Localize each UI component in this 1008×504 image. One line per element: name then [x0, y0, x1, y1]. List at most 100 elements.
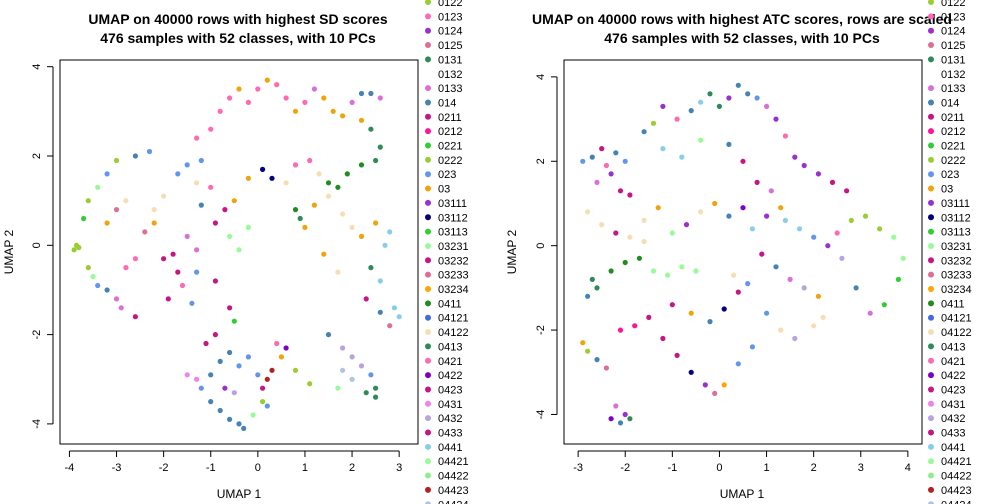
chart-sd-point: [146, 148, 153, 155]
chart-atc-x-tick-label: 3: [858, 462, 864, 474]
chart-sd-legend-label: 0131: [438, 54, 462, 66]
chart-atc-point: [622, 411, 628, 418]
chart-sd-legend-swatch: [425, 372, 431, 379]
chart-atc-y-tick-label: 4: [535, 74, 547, 80]
chart-atc-point: [801, 285, 807, 291]
chart-atc-point: [693, 268, 699, 274]
chart-sd-legend-label: 0123: [438, 11, 462, 23]
chart-sd-x-tick-label: 3: [396, 462, 402, 474]
chart-atc-point: [895, 276, 902, 282]
chart-atc-point: [594, 357, 600, 363]
chart-sd-x-axis: -4 -3 -2 -1 0 1 2 3: [65, 450, 402, 474]
chart-sd-point: [227, 416, 233, 422]
chart-sd-point: [198, 202, 204, 208]
chart-sd-point: [311, 86, 317, 92]
chart-sd-point: [307, 157, 313, 164]
chart-atc-point: [829, 179, 836, 185]
chart-sd-legend-swatch: [425, 501, 431, 504]
chart-sd-point: [104, 287, 110, 293]
chart-sd-point: [269, 175, 275, 181]
chart-sd-legend-label: 0222: [438, 155, 462, 167]
chart-sd-legend-label: 0421: [438, 356, 462, 368]
chart-sd-point: [132, 314, 138, 320]
chart-sd-legend-swatch: [425, 142, 431, 149]
chart-sd-legend-label: 0411: [438, 298, 462, 310]
chart-atc-point: [674, 116, 680, 122]
chart-sd-legend-swatch: [425, 70, 431, 77]
chart-sd-point: [274, 340, 280, 347]
chart-sd-y-label: UMAP 2: [2, 229, 16, 274]
chart-atc-legend-label: 0422: [941, 370, 965, 382]
chart-sd-legend-swatch: [425, 415, 431, 422]
chart-sd-point: [368, 90, 374, 97]
chart-sd-point: [231, 318, 237, 324]
chart-sd-point: [250, 412, 256, 418]
chart-atc-legend-swatch: [928, 156, 934, 163]
chart-atc-point: [792, 154, 798, 160]
chart-sd-point: [123, 198, 129, 204]
chart-sd-point: [222, 385, 228, 391]
chart-sd-point: [170, 251, 176, 257]
chart-atc-point: [853, 285, 859, 291]
chart-sd-point: [358, 233, 365, 239]
chart-sd-x-tick-label: 2: [349, 462, 355, 474]
chart-sd-title: UMAP on 40000 rows with highest SD score…: [88, 11, 387, 27]
chart-sd-point: [316, 171, 322, 177]
chart-sd-point: [198, 385, 204, 391]
chart-sd-legend-swatch: [425, 257, 431, 264]
chart-sd-legend-label: 03113: [438, 227, 468, 239]
chart-sd-point: [212, 278, 218, 284]
chart-sd-legend-label: 0212: [438, 126, 462, 138]
chart-sd-legend-label: 0221: [438, 141, 462, 153]
chart-atc-legend-label: 014: [941, 97, 959, 109]
chart-atc-x-tick-label: 0: [716, 462, 722, 474]
chart-sd-point: [340, 367, 346, 373]
chart-atc-legend-swatch: [928, 472, 934, 479]
chart-atc-y-tick-label: -4: [535, 410, 547, 420]
chart-sd-point: [95, 184, 101, 190]
chart-sd-point: [349, 99, 355, 105]
chart-sd-point: [292, 162, 299, 168]
chart-atc-legend-swatch: [928, 343, 934, 350]
chart-sd-point: [260, 399, 266, 405]
chart-sd-legend-label: 03233: [438, 270, 469, 282]
chart-sd-legend-label: 0413: [438, 341, 462, 353]
chart-atc-legend-swatch: [928, 486, 934, 493]
chart-sd-point: [377, 309, 383, 315]
chart-sd-point: [175, 269, 181, 275]
chart-sd-point: [227, 233, 233, 239]
chart-sd-point: [349, 224, 355, 230]
chart-atc-point: [688, 310, 694, 316]
chart-atc-legend-swatch: [928, 0, 934, 5]
chart-sd-point: [76, 244, 82, 251]
chart-sd-legend-label: 03111: [438, 198, 467, 210]
chart-sd-point: [255, 372, 261, 378]
chart-sd-point: [227, 349, 233, 356]
chart-atc-point: [764, 310, 770, 316]
chart-sd-legend-label: 023: [438, 169, 456, 181]
chart-sd-legend-label: 04424: [438, 499, 469, 504]
chart-sd-point: [260, 385, 266, 391]
chart-sd-point: [278, 354, 284, 360]
chart-atc-legend-label: 0432: [941, 413, 965, 425]
chart-atc-legend-swatch: [928, 286, 934, 292]
chart-atc-point: [585, 209, 591, 215]
chart-sd-legend-swatch: [425, 199, 431, 206]
chart-atc-point: [815, 293, 822, 299]
chart-atc-point: [735, 289, 741, 295]
chart-sd-point: [184, 233, 190, 239]
chart-atc-x-tick-label: 4: [905, 462, 911, 474]
chart-atc-legend-label: 0221: [941, 141, 965, 153]
chart-sd-x-tick-label: -3: [112, 462, 122, 474]
chart-atc-point: [683, 222, 690, 228]
chart-sd-point: [264, 403, 270, 409]
chart-sd-point: [236, 421, 242, 427]
chart-sd-point: [217, 108, 223, 114]
chart-sd-point: [151, 207, 157, 213]
chart-sd-point: [368, 372, 374, 378]
chart-atc-point: [585, 293, 591, 299]
chart-sd-legend-label: 04421: [438, 456, 469, 468]
chart-atc-legend-swatch: [928, 242, 934, 249]
chart-sd-legend-swatch: [425, 56, 431, 63]
chart-atc-legend-swatch: [928, 199, 934, 206]
